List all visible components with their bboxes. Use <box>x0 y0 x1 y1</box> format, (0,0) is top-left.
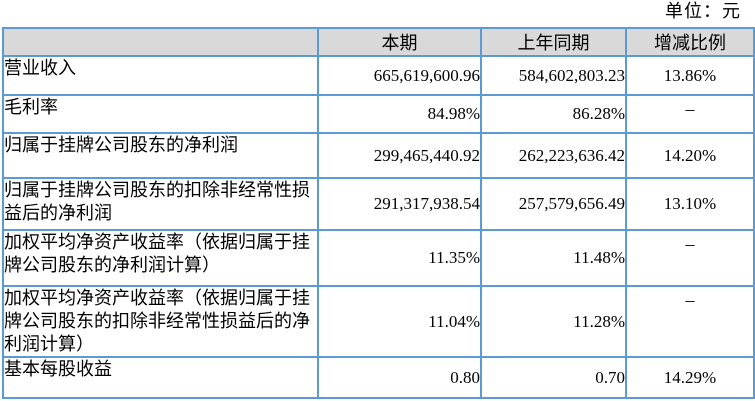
change-ratio-cell: 13.10% <box>625 177 755 231</box>
change-ratio-cell: 14.29% <box>625 356 755 399</box>
table-row: 归属于挂牌公司股东的净利润 299,465,440.92 262,223,636.4… <box>2 132 755 179</box>
prior-period-value-cell: 11.48% <box>480 229 627 287</box>
current-period-value-cell: 665,619,600.96 <box>317 55 482 96</box>
table-row: 归属于挂牌公司股东的扣除非经常性损益后的净利润 291,317,938.54 257… <box>2 177 755 231</box>
current-period-value-cell: 291,317,938.54 <box>317 177 482 231</box>
row-label-cell: 毛利率 <box>2 94 319 134</box>
prior-period-value-cell: 11.28% <box>480 285 627 358</box>
current-period-value-cell: 84.98% <box>317 94 482 134</box>
table-header-row: 本期 上年同期 增减比例 <box>2 27 755 57</box>
unit-label: 单位：元 <box>665 1 741 21</box>
prior-period-value-cell: 262,223,636.42 <box>480 132 627 179</box>
table-row: 加权平均净资产收益率（依据归属于挂牌公司股东的扣除非经常性损益后的净利润计算） 1… <box>2 285 755 358</box>
change-ratio-cell: 13.86% <box>625 55 755 96</box>
table-row: 营业收入 665,619,600.96 584,602,803.23 13.86% <box>2 55 755 96</box>
row-label-cell: 加权平均净资产收益率（依据归属于挂牌公司股东的扣除非经常性损益后的净利润计算） <box>2 285 319 358</box>
prior-period-value-cell: 584,602,803.23 <box>480 55 627 96</box>
header-cell-label <box>2 27 319 57</box>
row-label-cell: 营业收入 <box>2 55 319 96</box>
change-ratio-cell: – <box>625 94 755 134</box>
row-label-cell: 归属于挂牌公司股东的扣除非经常性损益后的净利润 <box>2 177 319 231</box>
prior-period-value-cell: 257,579,656.49 <box>480 177 627 231</box>
current-period-value-cell: 299,465,440.92 <box>317 132 482 179</box>
change-ratio-cell: – <box>625 285 755 358</box>
current-period-value-cell: 11.04% <box>317 285 482 358</box>
prior-period-value-cell: 86.28% <box>480 94 627 134</box>
header-cell-change-ratio: 增减比例 <box>625 27 755 57</box>
prior-period-value-cell: 0.70 <box>480 356 627 399</box>
table-row: 基本每股收益 0.80 0.70 14.29% <box>2 356 755 399</box>
financial-summary-table: 本期 上年同期 增减比例 营业收入 665,619,600.96 584,602,8… <box>2 27 755 399</box>
row-label-cell: 归属于挂牌公司股东的净利润 <box>2 132 319 179</box>
change-ratio-cell: – <box>625 229 755 287</box>
change-ratio-cell: 14.20% <box>625 132 755 179</box>
current-period-value-cell: 0.80 <box>317 356 482 399</box>
table-row: 加权平均净资产收益率（依据归属于挂牌公司股东的净利润计算） 11.35% 11.48… <box>2 229 755 287</box>
row-label-cell: 基本每股收益 <box>2 356 319 399</box>
current-period-value-cell: 11.35% <box>317 229 482 287</box>
row-label-cell: 加权平均净资产收益率（依据归属于挂牌公司股东的净利润计算） <box>2 229 319 287</box>
table-row: 毛利率 84.98% 86.28% – <box>2 94 755 134</box>
header-cell-prior-period: 上年同期 <box>480 27 627 57</box>
header-cell-current-period: 本期 <box>317 27 482 57</box>
